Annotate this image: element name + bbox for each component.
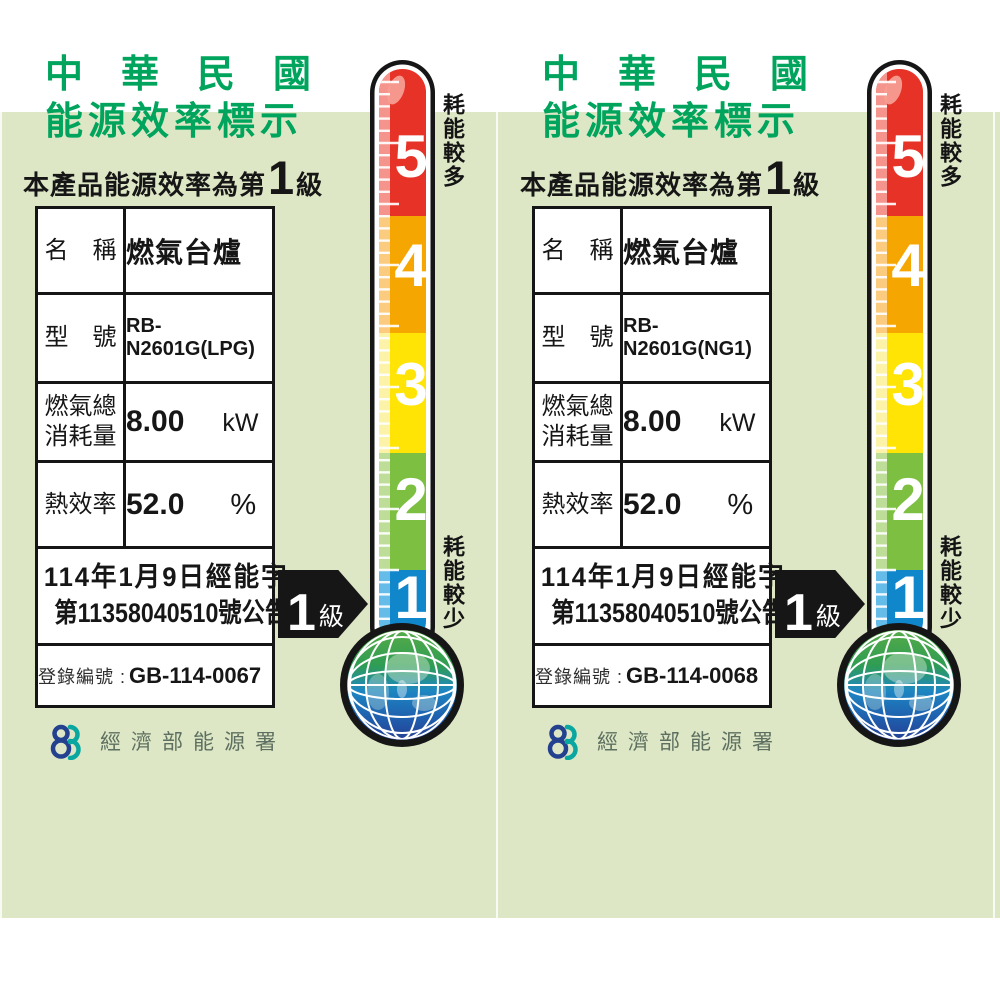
label-title-line1: 中 華 民 國 — [45, 54, 312, 96]
announcement-line2: 第11358040510號公告 — [54, 598, 289, 628]
grade-unit: 級 — [793, 170, 820, 200]
grade-arrow-number: 1 — [784, 584, 813, 643]
efficiency-grade-statement: 本產品能源效率為第 1 級 — [520, 150, 819, 205]
efficiency-value: 52.0 — [623, 487, 682, 521]
grade-statement-prefix: 本產品能源效率為第 — [520, 170, 764, 200]
scale-number-4: 4 — [891, 232, 925, 299]
announcement-line1: 114年1月9日經能字 — [43, 562, 289, 593]
label-title-line2: 能源效率標示 — [542, 101, 801, 143]
name-value: 燃氣台爐 — [623, 236, 740, 268]
table-row: 燃氣總 消耗量 8.00 kW — [532, 381, 772, 463]
consumption-value: 8.00 — [126, 405, 185, 438]
more-energy-label: 耗能較多 — [937, 93, 962, 189]
model-label: 型 號 — [35, 292, 126, 384]
agency-name: 經濟部能源署 — [597, 731, 783, 754]
registration-label: 登錄編號 : — [535, 666, 624, 687]
efficiency-value: 52.0 — [126, 487, 185, 521]
registration-label: 登錄編號 : — [38, 666, 127, 687]
announcement-line1: 114年1月9日經能字 — [540, 562, 786, 593]
table-row: 燃氣總 消耗量 8.00 kW — [35, 381, 275, 463]
consumption-label: 燃氣總 消耗量 — [35, 381, 126, 463]
scale-number-2: 2 — [394, 466, 427, 533]
name-value: 燃氣台爐 — [126, 236, 243, 268]
grade-number: 1 — [765, 151, 792, 204]
energy-administration-logo-icon — [547, 724, 578, 760]
thermometer-ticks — [876, 80, 896, 633]
table-row: 名 稱 燃氣台爐 — [35, 206, 275, 295]
efficiency-unit: % — [230, 488, 257, 521]
scale-number-2: 2 — [891, 466, 924, 533]
grade-number: 1 — [268, 151, 295, 204]
efficiency-label: 熱效率 — [532, 460, 623, 549]
table-row: 型 號 RB-N2601G(LPG) — [35, 292, 275, 384]
registration-number: GB-114-0067 — [129, 662, 262, 688]
sheet-cut-line-center — [496, 0, 498, 1000]
scale-number-1: 1 — [891, 564, 924, 631]
energy-label-ng1: 中 華 民 國 能源效率標示 本產品能源效率為第 1 級 名 稱 燃氣台爐 型 … — [497, 0, 994, 806]
agency-name: 經濟部能源署 — [100, 731, 286, 754]
consumption-unit: kW — [222, 409, 259, 437]
table-row: 熱效率 52.0% — [35, 460, 275, 549]
efficiency-unit: % — [727, 488, 754, 521]
more-energy-label: 耗能較多 — [440, 93, 465, 189]
name-label: 名 稱 — [532, 206, 623, 295]
scale-number-3: 3 — [891, 351, 924, 418]
consumption-label: 燃氣總 消耗量 — [532, 381, 623, 463]
registration-cell: 登錄編號 : GB-114-0067 — [35, 643, 275, 708]
model-label: 型 號 — [532, 292, 623, 384]
spec-table: 名 稱 燃氣台爐 型 號 RB-N2601G(NG1) 燃氣總 消耗量 8.00… — [532, 206, 786, 708]
table-row: 型 號 RB-N2601G(NG1) — [532, 292, 772, 384]
model-value: RB-N2601G(NG1) — [623, 315, 752, 360]
sheet-cut-line-left — [0, 0, 2, 1000]
agency-row: 經濟部能源署 — [547, 722, 783, 760]
scale-number-1: 1 — [394, 564, 427, 631]
globe-graticule — [347, 630, 457, 740]
scale-band-4-stripe — [379, 216, 390, 333]
agency-row: 經濟部能源署 — [50, 722, 286, 760]
label-title-line2: 能源效率標示 — [45, 101, 304, 143]
scale-number-4: 4 — [394, 232, 428, 299]
scale-band-3-stripe — [876, 333, 887, 453]
consumption-unit: kW — [719, 409, 756, 437]
energy-label-lpg: 中 華 民 國 能源效率標示 本產品能源效率為第 1 級 名 稱 燃氣台爐 型 … — [0, 0, 497, 806]
scale-number-3: 3 — [394, 351, 427, 418]
table-row: 登錄編號 : GB-114-0067 — [35, 643, 275, 708]
sheet-cut-line-right — [993, 0, 995, 1000]
table-row: 登錄編號 : GB-114-0068 — [532, 643, 772, 708]
announcement-cell: 114年1月9日經能字 第11358040510號公告 — [532, 546, 786, 646]
less-energy-label: 耗能較少 — [440, 535, 465, 631]
efficiency-grade-statement: 本產品能源效率為第 1 級 — [23, 150, 322, 205]
announcement-line2: 第11358040510號公告 — [551, 598, 786, 628]
scale-band-2-stripe — [379, 453, 390, 570]
table-row: 名 稱 燃氣台爐 — [532, 206, 772, 295]
table-row: 熱效率 52.0% — [532, 460, 772, 549]
efficiency-label: 熱效率 — [35, 460, 126, 549]
table-row: 114年1月9日經能字 第11358040510號公告 — [35, 546, 289, 646]
grade-unit: 級 — [296, 170, 323, 200]
less-energy-label: 耗能較少 — [937, 535, 962, 631]
scale-band-4-stripe — [876, 216, 887, 333]
grade-arrow-unit: 級 — [318, 603, 344, 631]
table-row: 114年1月9日經能字 第11358040510號公告 — [532, 546, 786, 646]
grade-statement-prefix: 本產品能源效率為第 — [23, 170, 267, 200]
globe-graticule — [844, 630, 954, 740]
spec-table: 名 稱 燃氣台爐 型 號 RB-N2601G(LPG) 燃氣總 消耗量 8.00… — [35, 206, 289, 708]
registration-number: GB-114-0068 — [626, 662, 759, 688]
thermometer-graphic: 5 4 3 2 1 — [340, 60, 464, 747]
model-value: RB-N2601G(LPG) — [126, 315, 255, 360]
scale-band-3-stripe — [379, 333, 390, 453]
announcement-cell: 114年1月9日經能字 第11358040510號公告 — [35, 546, 289, 646]
energy-administration-logo-icon — [50, 724, 81, 760]
label-title-line1: 中 華 民 國 — [542, 54, 809, 96]
scale-number-5: 5 — [891, 123, 924, 190]
consumption-value: 8.00 — [623, 405, 682, 438]
scale-number-5: 5 — [394, 123, 427, 190]
name-label: 名 稱 — [35, 206, 126, 295]
scale-band-2-stripe — [876, 453, 887, 570]
thermometer-graphic: 5 4 3 2 1 — [837, 60, 961, 747]
registration-cell: 登錄編號 : GB-114-0068 — [532, 643, 772, 708]
grade-arrow-number: 1 — [287, 584, 316, 643]
grade-arrow-unit: 級 — [815, 603, 841, 631]
